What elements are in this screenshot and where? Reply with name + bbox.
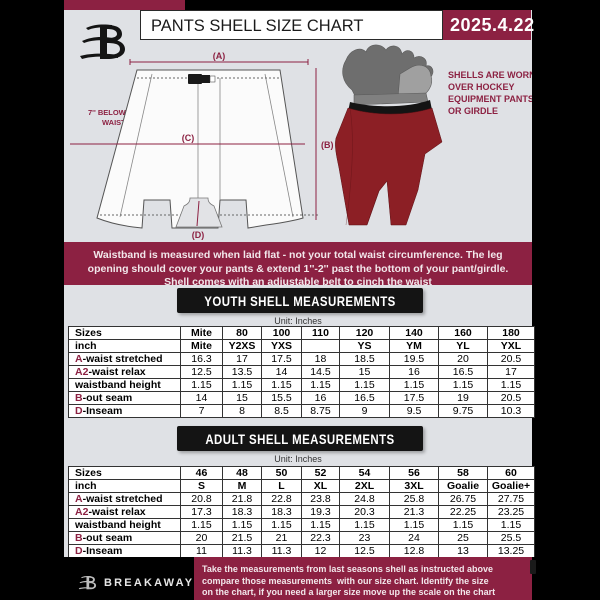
svg-text:(D): (D): [192, 230, 205, 240]
svg-text:(C): (C): [182, 133, 195, 143]
svg-text:SHELLS ARE WORN: SHELLS ARE WORN: [448, 70, 532, 80]
svg-text:OVER HOCKEY: OVER HOCKEY: [448, 82, 515, 92]
svg-text:(A): (A): [213, 51, 226, 61]
svg-text:OR GIRDLE: OR GIRDLE: [448, 106, 498, 116]
svg-text:EQUIPMENT PANTS: EQUIPMENT PANTS: [448, 94, 532, 104]
svg-text:7'' BELOW: 7'' BELOW: [88, 108, 127, 117]
